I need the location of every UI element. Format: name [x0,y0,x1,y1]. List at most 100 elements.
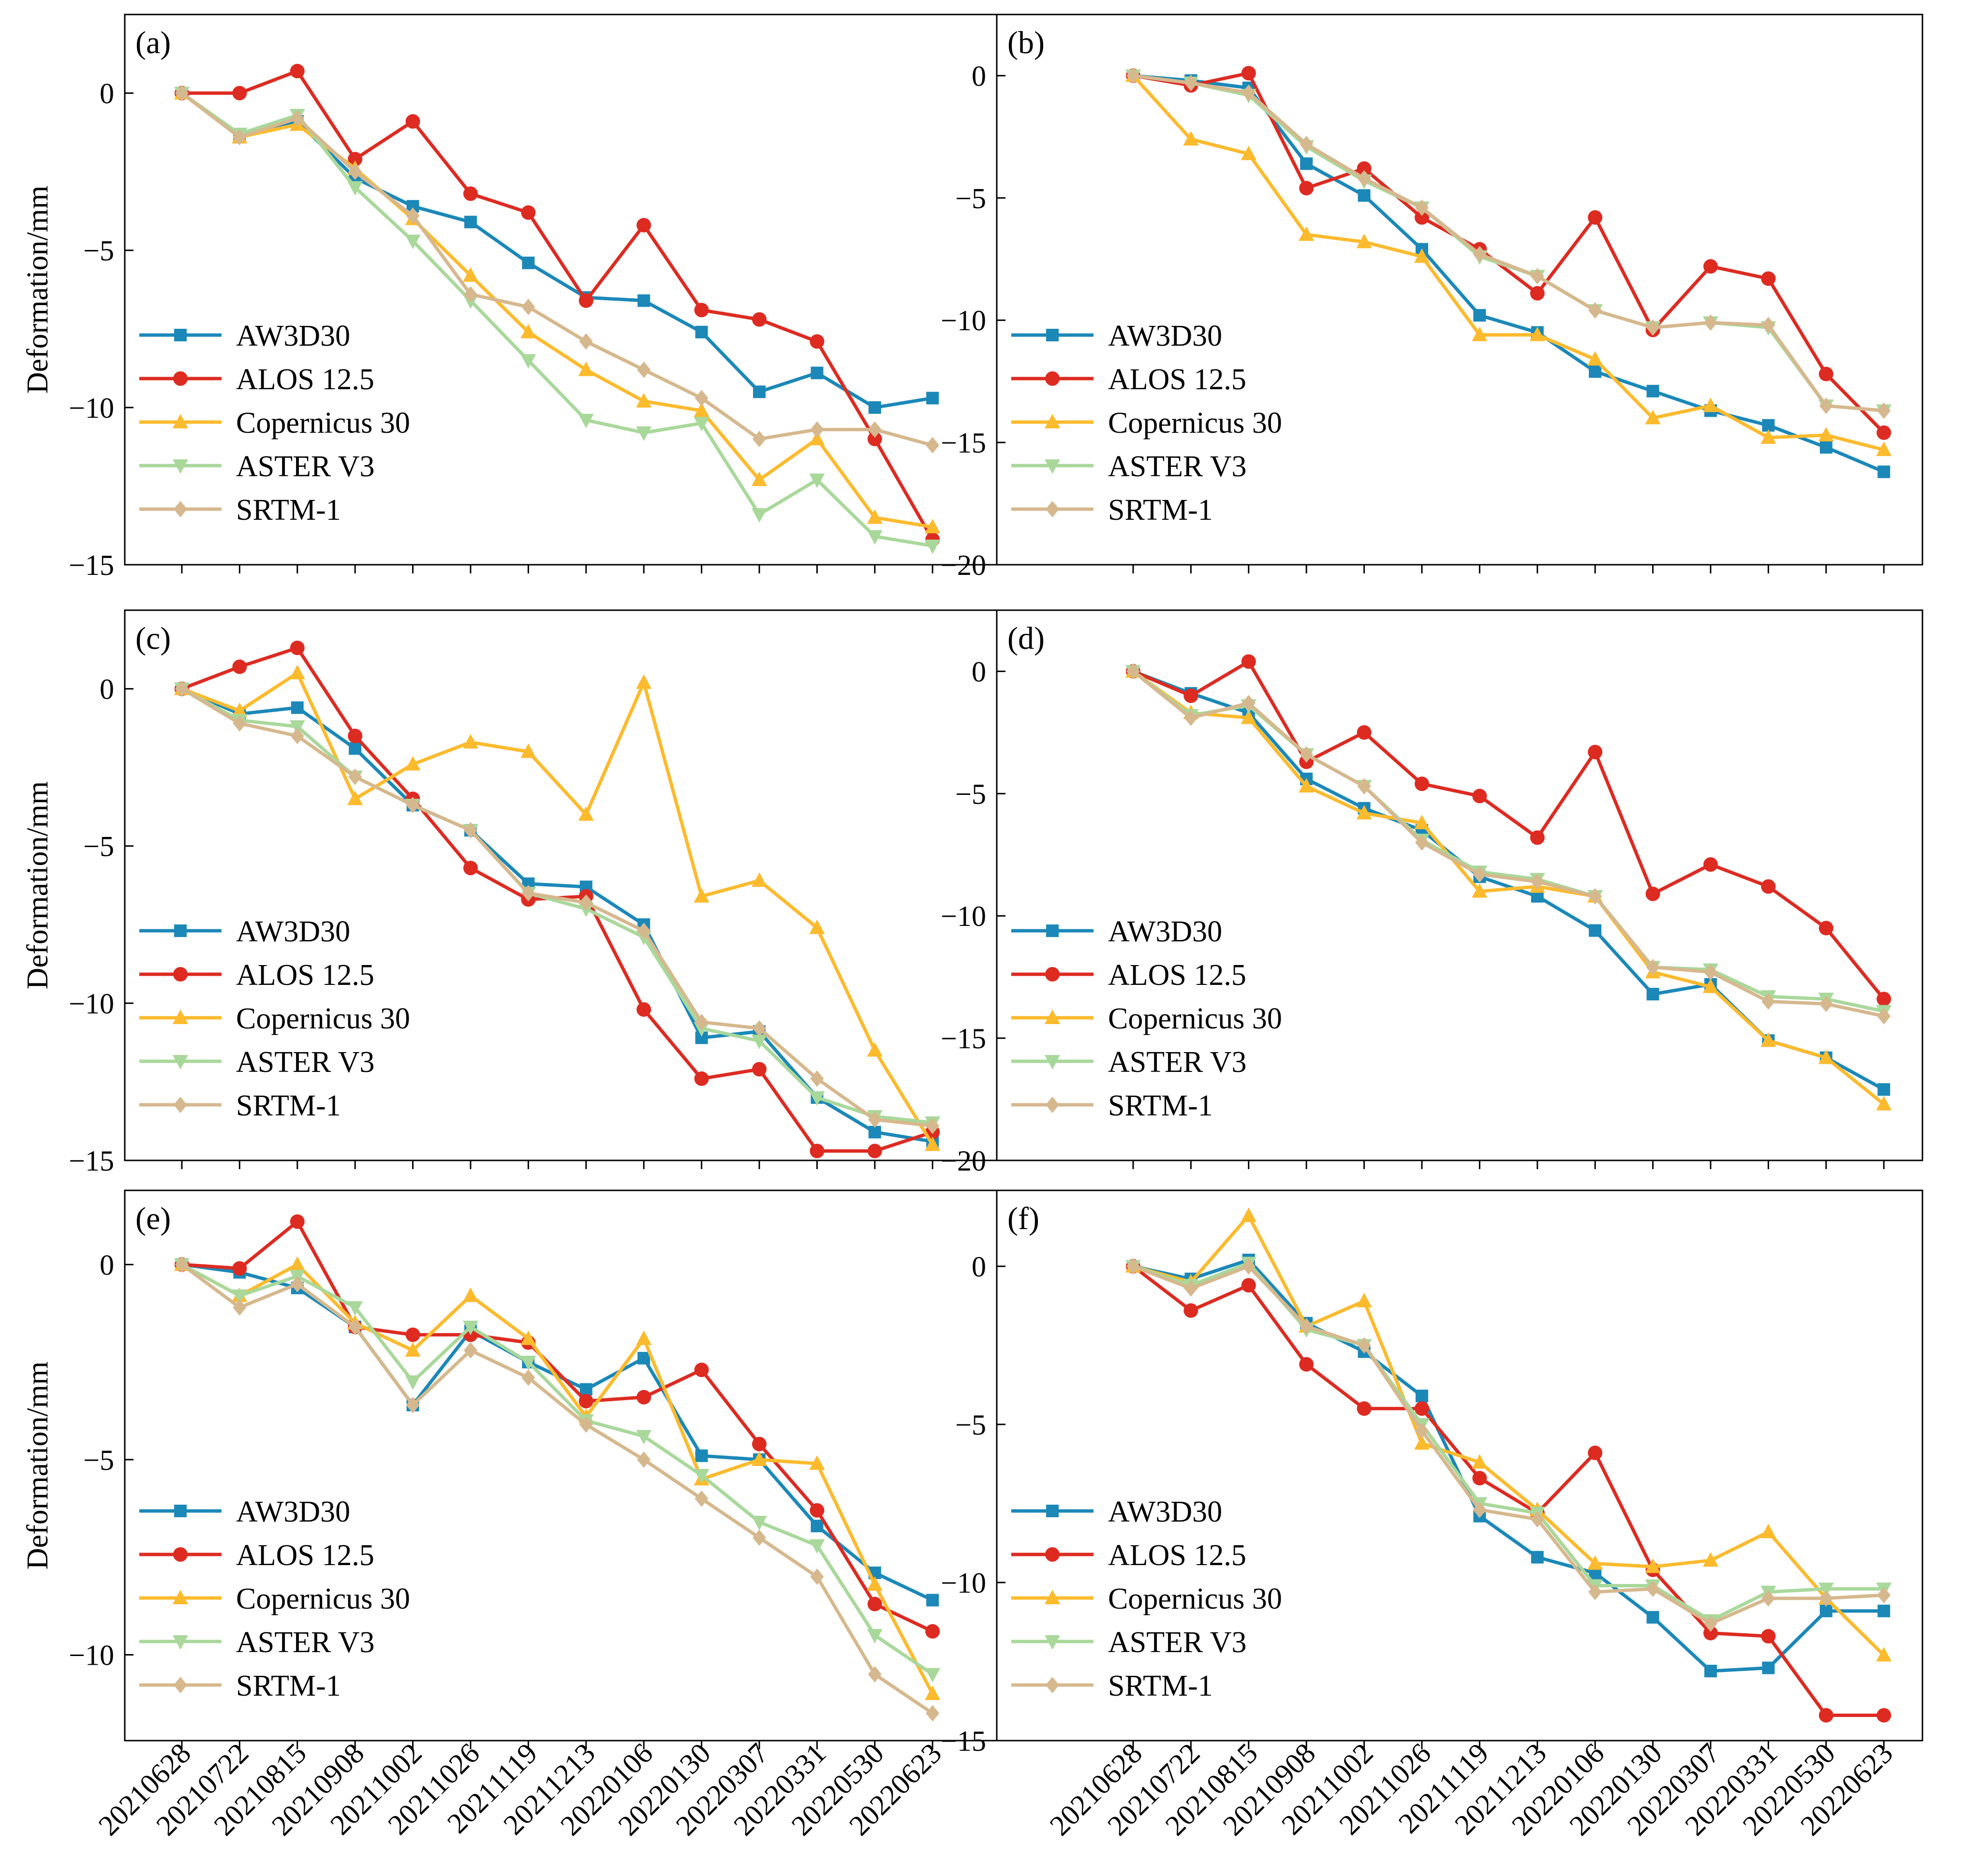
legend-marker [1045,1010,1060,1024]
data-point [868,1666,882,1683]
series-line-alos-12-5 [182,69,934,541]
data-point [1299,226,1315,241]
legend-item: AW3D30 [1011,1495,1222,1528]
data-point [636,1430,652,1445]
data-point [349,742,362,755]
legend-label: Copernicus 30 [1108,1002,1282,1035]
data-point [637,1352,650,1365]
y-tick-label: −20 [941,1145,986,1177]
data-point [1645,1558,1661,1573]
data-point [1760,1524,1776,1539]
legend-marker [1046,924,1059,937]
series-srtm-1 [1126,67,1891,419]
data-point [1415,199,1429,216]
series-alos-12-5 [1126,66,1891,440]
data-point [694,303,709,318]
data-point [867,1597,882,1612]
data-point [1588,745,1603,760]
data-point [810,1070,824,1087]
data-point [175,85,189,102]
data-point [1414,248,1430,263]
series-line-alos-12-5 [1132,660,1885,1000]
y-tick-label: −10 [941,305,986,337]
data-point [1183,689,1198,704]
data-point [636,1330,652,1345]
data-point [1300,746,1314,763]
legend-item: ASTER V3 [139,1046,375,1079]
data-point [1818,426,1834,441]
plot-frame [996,14,1923,566]
legend-item: ALOS 12.5 [1011,1539,1246,1572]
data-point [233,129,247,146]
y-tick-label: −5 [955,182,986,214]
series-line-copernicus-30 [181,671,934,1146]
data-point [811,1520,824,1533]
data-point [1588,1583,1602,1600]
data-point [1473,1501,1487,1518]
data-point [232,1261,247,1276]
data-point [1241,1278,1256,1293]
series-line-srtm-1 [1133,73,1884,412]
data-point [694,888,709,903]
data-point [1472,789,1487,804]
series-aster-v3 [1125,1257,1892,1629]
data-point [1241,66,1256,81]
legend-label: AW3D30 [236,915,350,948]
data-point [1761,879,1776,894]
data-point [1241,654,1256,669]
legend-label: ASTER V3 [1108,1626,1247,1659]
data-point [289,720,305,735]
data-point [1876,441,1892,456]
data-point [175,680,189,697]
data-point [752,1034,767,1049]
data-point [637,923,651,939]
data-point [868,1126,881,1139]
data-point [1877,402,1891,419]
legend-marker [1046,329,1059,341]
y-tick-label: −10 [69,1639,114,1671]
data-point [289,665,305,680]
data-point [1704,314,1717,331]
data-point [233,1299,247,1316]
data-point [1818,1708,1833,1723]
data-point [522,256,535,269]
data-point [810,1503,825,1518]
legend-marker [173,459,188,474]
series-line-srtm-1 [1132,670,1884,1018]
legend-marker [174,924,187,937]
legend-label: SRTM-1 [1108,1089,1213,1122]
panel-label: (f) [1007,1201,1039,1236]
data-point [694,1013,709,1030]
plot-frame [996,1189,1923,1742]
data-point [1357,778,1371,795]
data-point [464,1342,477,1359]
data-point [579,894,593,911]
data-point [926,437,940,454]
data-point [290,728,304,745]
legend-label: AW3D30 [236,320,350,352]
data-point [1357,1337,1371,1354]
data-point [752,872,767,887]
data-point [1877,465,1891,478]
data-point [1241,709,1256,724]
data-point [694,1071,709,1086]
legend-label: ALOS 12.5 [1108,363,1246,396]
data-point [1241,695,1256,712]
legend-item: AW3D30 [139,1495,350,1528]
legend-label: ASTER V3 [236,450,375,483]
series-copernicus-30 [174,665,941,1151]
legend-item: ASTER V3 [1011,450,1247,483]
data-point [1704,1665,1717,1678]
legend-label: ALOS 12.5 [236,1539,374,1572]
y-tick-label: −20 [941,549,986,581]
data-point [752,1062,767,1077]
legend-marker [174,1505,187,1517]
data-point [1530,268,1544,285]
legend-item: ALOS 12.5 [139,363,374,396]
data-point [867,1629,883,1644]
legend-label: Copernicus 30 [1108,407,1282,440]
legend-marker [1045,1055,1060,1070]
legend-item: ALOS 12.5 [139,959,374,992]
legend-item: Copernicus 30 [1011,407,1282,440]
